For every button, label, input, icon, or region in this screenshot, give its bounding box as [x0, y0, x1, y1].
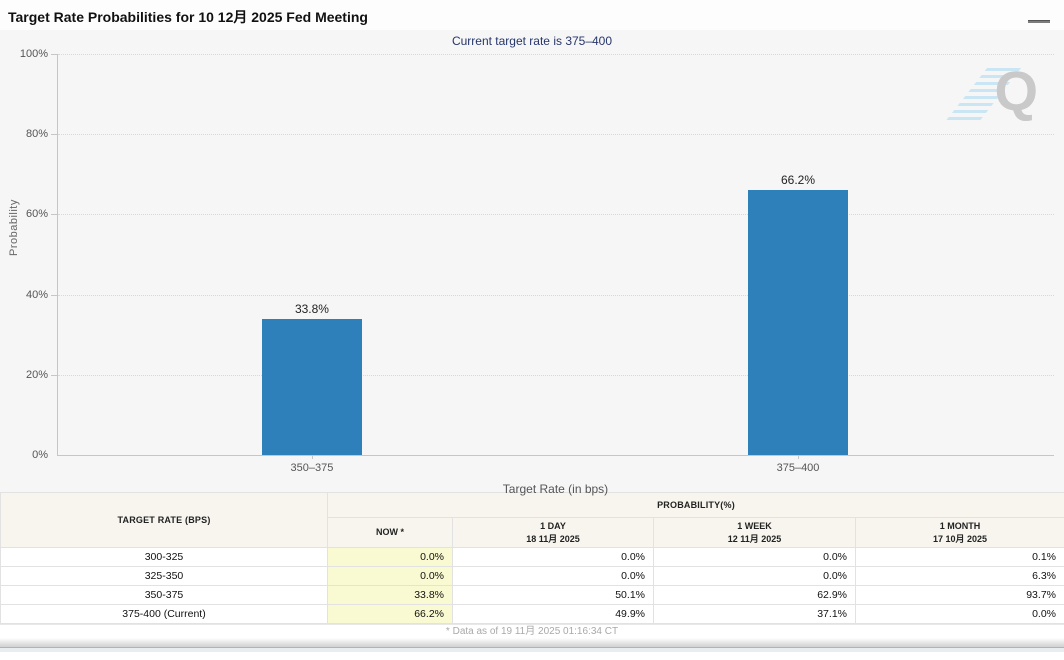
cell-rate: 375-400 (Current): [0, 604, 328, 624]
y-tick: [51, 54, 58, 55]
header-1-week: 1 WEEK 12 11月 2025: [653, 517, 856, 548]
header-probability: PROBABILITY(%): [327, 492, 1064, 518]
x-axis-label: 375–400: [776, 462, 820, 474]
cell-1-month: 0.0%: [855, 604, 1064, 624]
table-header-row-1: TARGET RATE (BPS) PROBABILITY(%): [0, 492, 1064, 548]
page-title: Target Rate Probabilities for 10 12月 202…: [8, 9, 368, 25]
table-row: 325-350 0.0% 0.0% 0.0% 6.3%: [0, 566, 1064, 586]
bar-group-350-375: 33.8% 350–375: [261, 54, 362, 474]
header-1-day-label: 1 DAY: [540, 521, 566, 532]
cell-now: 66.2%: [327, 604, 453, 624]
cell-1-day: 50.1%: [452, 585, 654, 605]
cell-now: 0.0%: [327, 547, 453, 567]
y-axis-label: 40%: [25, 288, 48, 301]
bar-group-375-400: 66.2% 375–400: [748, 54, 849, 474]
data-as-of-note: * Data as of 19 11月 2025 01:16:34 CT: [0, 624, 1064, 638]
bar-value-label: 33.8%: [294, 302, 329, 317]
x-tick: [798, 455, 800, 459]
table-header-row-2: NOW * 1 DAY 18 11月 2025 1 WEEK 12 11月 2025…: [1, 517, 1064, 548]
bottom-strip: [0, 648, 1064, 652]
cell-1-month: 6.3%: [855, 566, 1064, 586]
y-axis-label: 0%: [32, 449, 48, 461]
cell-1-month: 0.1%: [855, 547, 1064, 567]
chart-section: Current target rate is 375–400 Probabili…: [0, 30, 1064, 496]
header-1-day: 1 DAY 18 11月 2025: [452, 517, 654, 548]
header-1-month-date: 17 10月 2025: [932, 533, 988, 544]
gridline-80: [58, 134, 1054, 136]
x-axis-label: 350–375: [290, 462, 334, 474]
hamburger-bar: [1028, 20, 1050, 23]
header-1-week-date: 12 11月 2025: [727, 533, 782, 544]
bar-350-375[interactable]: 33.8%: [261, 302, 362, 455]
gridline-100: [58, 54, 1054, 55]
cell-rate: 325-350: [0, 566, 328, 586]
cell-1-week: 62.9%: [653, 585, 856, 605]
cell-rate: 350-375: [0, 585, 328, 605]
y-tick: [51, 374, 58, 376]
y-axis-title: Probability: [8, 199, 20, 256]
cell-1-week: 0.0%: [653, 547, 856, 567]
bar-value-label: 66.2%: [781, 172, 816, 187]
gridline-60: [58, 214, 1054, 216]
x-axis-title: Target Rate (in bps): [502, 482, 609, 496]
current-target-rate-subtitle: Current target rate is 375–400: [451, 34, 613, 48]
y-axis-label: 80%: [25, 128, 48, 141]
cell-rate: 300-325: [0, 547, 328, 567]
bottom-gradient-bar: [0, 638, 1064, 648]
watermark-q-letter: Q: [994, 59, 1038, 122]
y-axis-label: 60%: [25, 208, 48, 221]
hamburger-menu-icon[interactable]: [1028, 7, 1050, 25]
plot-area: 100% 80% 60% 40% 20% 0% 33.8% 350–375 66…: [20, 48, 1054, 474]
header-1-week-label: 1 WEEK: [737, 521, 772, 532]
header-1-month-label: 1 MONTH: [939, 521, 981, 532]
cell-1-day: 0.0%: [452, 566, 654, 586]
y-axis-label: 20%: [25, 368, 48, 381]
header-1-month: 1 MONTH 17 10月 2025: [855, 517, 1064, 548]
table-row: 300-325 0.0% 0.0% 0.0% 0.1%: [0, 547, 1064, 567]
x-tick: [311, 455, 313, 459]
y-tick: [51, 294, 58, 296]
bar-375-400[interactable]: 66.2%: [748, 173, 849, 455]
y-axis-label: 100%: [19, 48, 48, 60]
quikstrike-watermark: Q: [944, 59, 1038, 126]
gridline-20: [58, 374, 1054, 376]
cell-1-day: 0.0%: [452, 547, 654, 567]
table-row: 350-375 33.8% 50.1% 62.9% 93.7%: [0, 585, 1064, 605]
y-tick: [51, 214, 58, 216]
header-1-day-date: 18 11月 2025: [526, 533, 580, 544]
cell-now: 33.8%: [327, 585, 453, 605]
probability-table: TARGET RATE (BPS) PROBABILITY(%) NOW * 1…: [0, 492, 1064, 624]
header: Target Rate Probabilities for 10 12月 202…: [0, 0, 1064, 30]
table-row: 375-400 (Current) 66.2% 49.9% 37.1% 0.0%: [0, 604, 1064, 624]
cell-now: 0.0%: [327, 566, 453, 586]
header-now: NOW *: [327, 517, 453, 548]
cell-1-week: 37.1%: [653, 604, 856, 624]
cell-1-week: 0.0%: [653, 566, 856, 586]
cell-1-month: 93.7%: [855, 585, 1064, 605]
gridline-40: [58, 294, 1054, 296]
cell-1-day: 49.9%: [452, 604, 654, 624]
y-tick: [51, 134, 58, 136]
header-target-rate: TARGET RATE (BPS): [0, 492, 328, 548]
